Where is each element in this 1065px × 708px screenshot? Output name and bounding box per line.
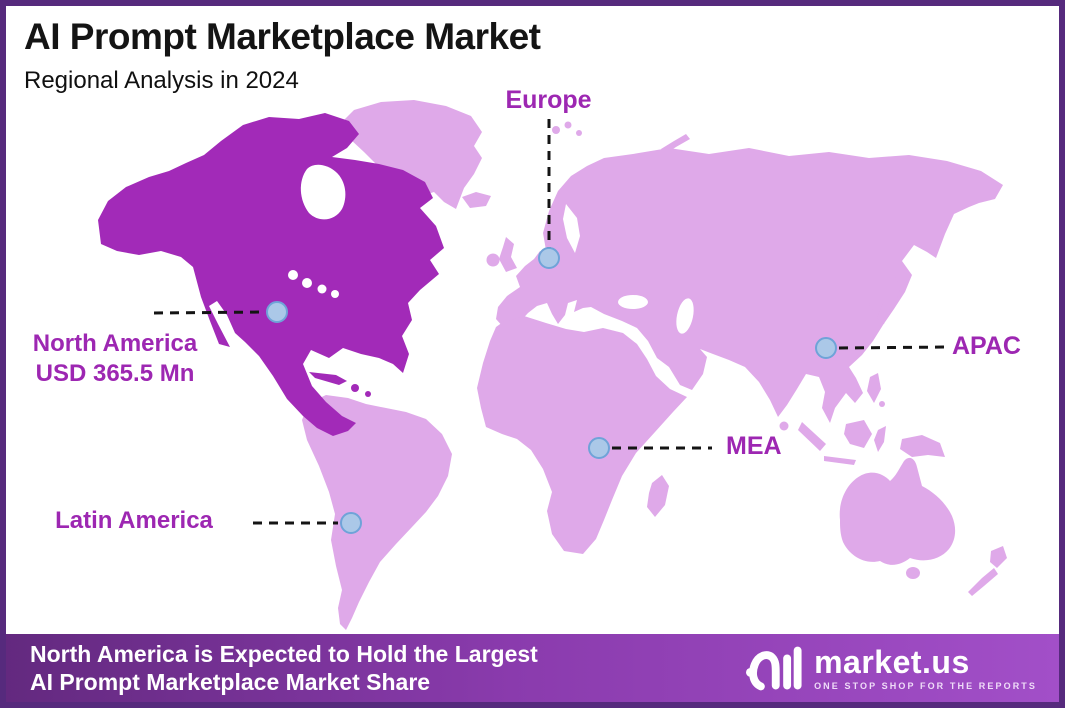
region-new-zealand-north — [990, 546, 1007, 568]
region-africa — [477, 316, 687, 554]
region-ireland — [486, 253, 500, 267]
marker-europe — [538, 247, 560, 269]
label-north-america: North America USD 365.5 Mn — [10, 329, 220, 389]
hudson-bay — [300, 164, 346, 220]
region-java — [824, 456, 856, 465]
marker-latin-america — [340, 512, 362, 534]
label-mea: MEA — [726, 432, 782, 460]
region-eurasia — [496, 148, 1003, 423]
page-subtitle: Regional Analysis in 2024 — [24, 66, 299, 94]
region-borneo — [844, 420, 872, 448]
region-australia — [839, 457, 956, 565]
region-greenland — [338, 100, 482, 209]
region-new-zealand-south — [968, 568, 998, 596]
region-korea — [869, 295, 880, 313]
marketus-logo-text: market.us ONE STOP SHOP FOR THE REPORTS — [814, 646, 1037, 691]
great-lakes — [288, 270, 298, 280]
footer-headline: North America is Expected to Hold the La… — [30, 640, 538, 696]
label-apac: APAC — [952, 332, 1021, 360]
footer-headline-line2: AI Prompt Marketplace Market Share — [30, 669, 431, 695]
region-svalbard — [552, 126, 560, 134]
footer-banner: North America is Expected to Hold the La… — [6, 634, 1059, 702]
region-japan — [877, 277, 901, 324]
caspian-sea — [676, 298, 694, 334]
header: AI Prompt Marketplace Market Regional An… — [24, 16, 541, 95]
label-north-america-name: North America — [32, 330, 198, 357]
region-tasmania — [906, 567, 920, 579]
logo-name: market.us — [814, 643, 970, 680]
region-south-america — [302, 395, 452, 630]
marker-north-america — [266, 301, 288, 323]
region-new-guinea — [900, 435, 945, 457]
region-iceland — [462, 192, 491, 208]
region-philippines — [867, 373, 881, 403]
label-latin-america: Latin America — [55, 507, 213, 534]
marker-apac — [815, 337, 837, 359]
logo-tagline: ONE STOP SHOP FOR THE REPORTS — [814, 680, 1037, 691]
page-title: AI Prompt Marketplace Market — [24, 16, 541, 57]
region-caribbean-cuba — [309, 372, 347, 385]
black-sea — [618, 295, 648, 309]
region-sumatra — [798, 422, 826, 451]
marketus-logo: market.us ONE STOP SHOP FOR THE REPORTS — [746, 643, 1037, 693]
marketus-logo-icon — [746, 646, 802, 691]
region-sulawesi — [874, 426, 886, 452]
marker-mea — [588, 437, 610, 459]
leader-line-apac — [838, 345, 950, 350]
leader-line-north-america — [153, 310, 265, 315]
region-madagascar — [647, 475, 669, 517]
baltic-sea — [563, 204, 580, 253]
region-uk — [499, 237, 517, 272]
region-sri-lanka — [779, 421, 789, 431]
world-map-svg — [98, 100, 1007, 630]
label-north-america-value: USD 365.5 Mn — [35, 360, 195, 387]
footer-headline-line1: North America is Expected to Hold the La… — [30, 641, 538, 667]
label-europe: Europe — [505, 86, 592, 114]
region-north-america — [98, 113, 444, 436]
